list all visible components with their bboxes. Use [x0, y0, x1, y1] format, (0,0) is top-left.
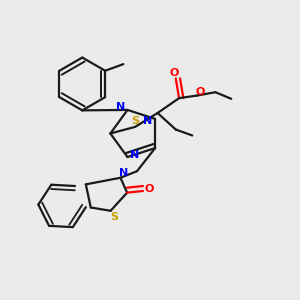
- Text: N: N: [130, 150, 140, 161]
- Text: S: S: [131, 116, 139, 126]
- Text: S: S: [110, 212, 118, 222]
- Text: N: N: [119, 168, 128, 178]
- Text: O: O: [196, 87, 205, 97]
- Text: O: O: [169, 68, 179, 78]
- Text: O: O: [144, 184, 154, 194]
- Text: N: N: [116, 102, 125, 112]
- Text: N: N: [143, 116, 152, 126]
